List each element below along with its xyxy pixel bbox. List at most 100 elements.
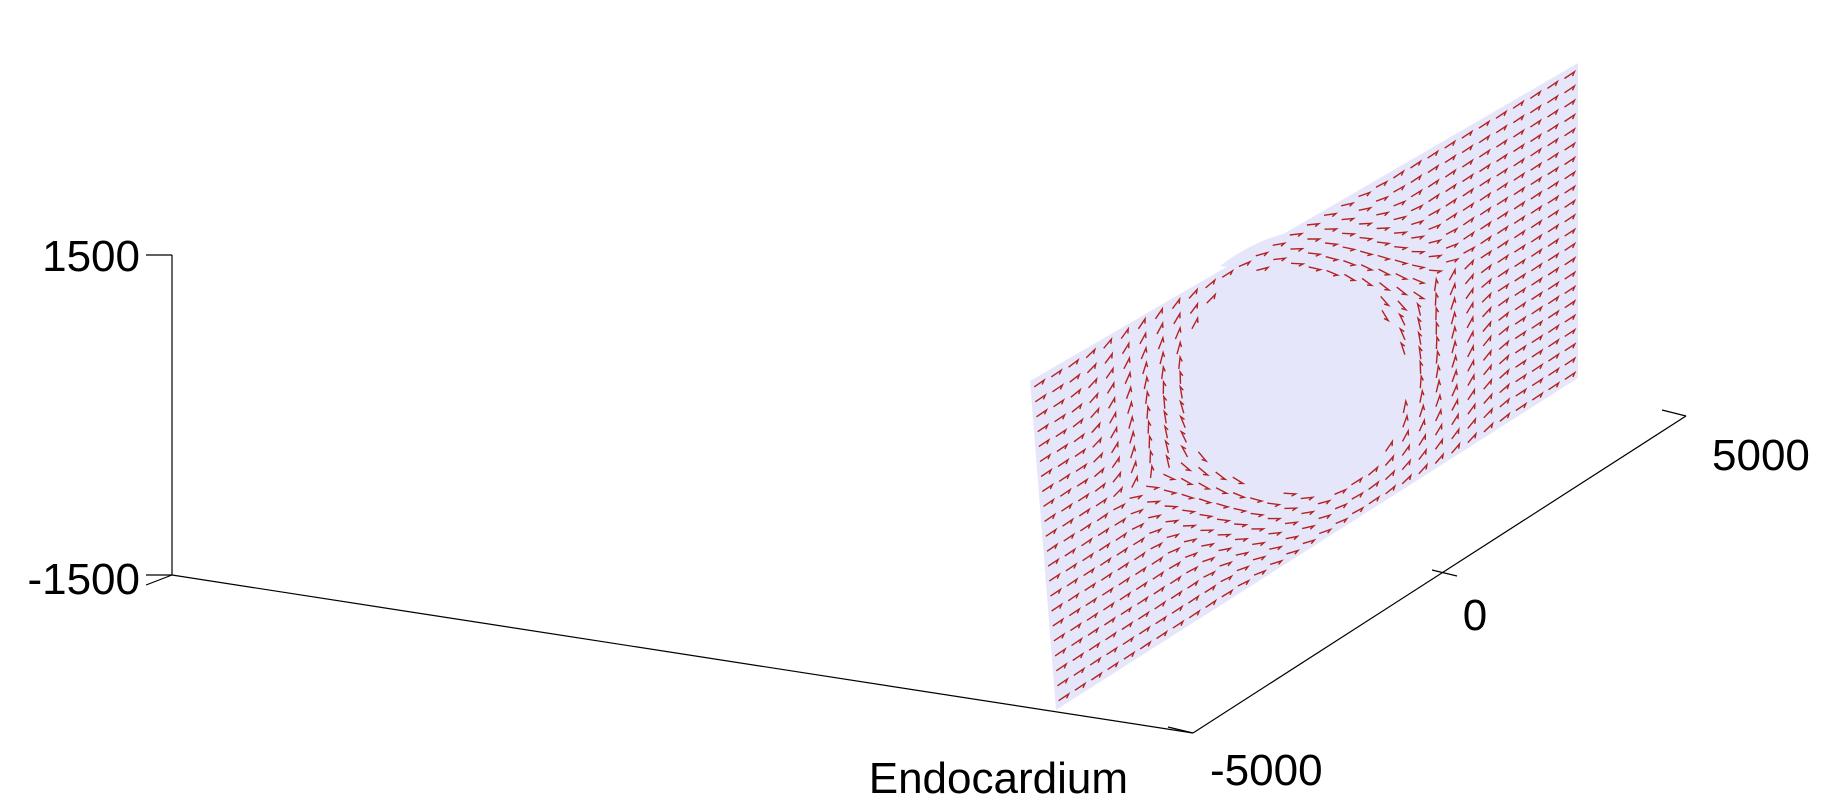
vector-arrow (1462, 172, 1475, 183)
vector-arrow (1530, 219, 1543, 229)
vector-arrow (1139, 640, 1152, 650)
vector-arrow (1171, 296, 1181, 310)
vector-arrow (1106, 646, 1119, 656)
vector-arrow (1399, 341, 1406, 355)
vector-arrow (1451, 426, 1460, 440)
vector-arrow (1041, 482, 1054, 493)
vector-arrow (1301, 524, 1317, 530)
vector-arrow (1547, 94, 1560, 104)
vector-arrow (1334, 487, 1348, 495)
vector-arrow (1479, 162, 1492, 173)
vector-arrow (1050, 587, 1063, 597)
vector-arrow (1482, 348, 1492, 361)
vector-arrow (1351, 506, 1365, 515)
vector-arrow (1203, 570, 1217, 578)
vector-arrow (1286, 549, 1301, 555)
vector-arrow (1096, 512, 1109, 522)
vector-arrow (1495, 124, 1508, 134)
vector-arrow (1497, 268, 1510, 278)
vector-arrow (1121, 620, 1134, 631)
vector-arrow (1418, 403, 1426, 418)
vector-arrow (1176, 339, 1183, 355)
vector-arrow (1145, 389, 1150, 404)
vector-arrow (1290, 247, 1305, 252)
vector-arrow (1530, 204, 1543, 214)
vector-arrow (1343, 260, 1358, 267)
vector-arrow (1148, 433, 1153, 449)
vector-arrow (1564, 198, 1577, 208)
vector-arrow (1054, 413, 1067, 423)
vector-arrow (1162, 394, 1168, 409)
z-tick-neg1500-cap (145, 574, 173, 586)
vector-arrow (1120, 605, 1133, 616)
vector-arrow (1451, 382, 1459, 397)
vector-arrow (1318, 513, 1333, 520)
vector-arrow (1085, 347, 1097, 359)
vector-arrow (1182, 509, 1197, 515)
vector-arrow (1514, 329, 1527, 340)
vector-arrow (1272, 242, 1287, 247)
vector-arrow (1089, 391, 1099, 404)
vector-arrow (1344, 273, 1358, 282)
vector-arrow (1396, 286, 1409, 296)
vector-arrow (1163, 424, 1169, 439)
vector-arrow (1051, 602, 1064, 612)
vector-arrow (1467, 402, 1476, 415)
vector-arrow (1189, 301, 1199, 315)
vector-arrow (1200, 529, 1215, 534)
vector-arrow (1201, 542, 1216, 548)
vector-arrow (1256, 266, 1271, 272)
vector-arrow (1106, 380, 1115, 394)
vector-arrow (1378, 268, 1392, 276)
vector-arrow (1252, 541, 1267, 547)
vector-arrow (1172, 619, 1185, 629)
vector-arrow (1234, 523, 1249, 528)
vector-arrow (1149, 527, 1163, 535)
vector-arrow (1236, 565, 1251, 572)
vector-arrow (1376, 241, 1392, 247)
vector-arrow (1564, 342, 1577, 352)
z-tick-label-1500: 1500 (42, 232, 140, 281)
vector-arrow (1146, 404, 1151, 419)
vector-arrow (1093, 451, 1104, 463)
vector-arrow (1564, 69, 1577, 80)
vector-arrow (1180, 462, 1193, 472)
vector-arrow (1234, 537, 1250, 543)
vector-arrow (1099, 556, 1112, 566)
vector-arrow (1531, 319, 1544, 329)
vector-arrow (1498, 325, 1510, 336)
y-tick-label-0: 0 (1463, 591, 1487, 640)
vector-arrow (1416, 301, 1422, 316)
vector-arrow (1450, 295, 1457, 310)
vector-arrow (1135, 565, 1147, 576)
vector-arrow (1129, 494, 1144, 500)
vector-arrow (1418, 344, 1423, 360)
vector-arrow (1513, 214, 1526, 224)
vector-arrow (1358, 206, 1373, 212)
vector-arrow (1483, 363, 1493, 376)
surface-bump (1185, 262, 1401, 498)
vector-arrow (1411, 235, 1426, 240)
vector-arrow (1136, 595, 1149, 605)
vector-arrow (1512, 114, 1525, 124)
vector-arrow (1530, 161, 1543, 171)
vector-arrow (1498, 339, 1510, 350)
vector-arrow (1161, 364, 1166, 380)
vector-arrow (1497, 224, 1509, 235)
vector-arrow (1531, 377, 1544, 387)
vector-arrow (1057, 457, 1070, 468)
vector-arrow (1187, 579, 1200, 589)
vector-arrow (1547, 266, 1560, 276)
vector-arrow (1092, 436, 1103, 448)
y-tick-neg5000 (1167, 726, 1194, 734)
vector-arrow (1038, 437, 1051, 448)
vector-arrow (1069, 372, 1081, 383)
vector-arrow (1088, 641, 1101, 651)
vector-arrow (1034, 393, 1047, 403)
vector-arrow (1070, 621, 1083, 632)
vector-arrow (1269, 559, 1284, 566)
vector-arrow (1361, 277, 1375, 287)
vector-arrow (1512, 99, 1525, 109)
vector-arrow (1547, 137, 1560, 147)
vector-arrow (1548, 366, 1561, 376)
